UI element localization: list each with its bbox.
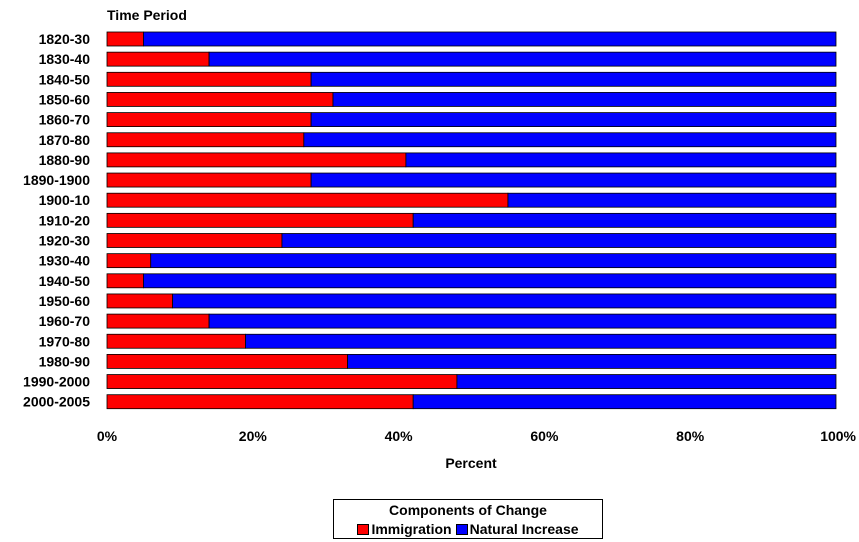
category-label: 1920-30	[39, 233, 91, 249]
bars-group	[106, 31, 837, 410]
category-label: 1900-10	[39, 192, 91, 208]
category-label: 1820-30	[39, 31, 91, 47]
x-tick-label: 0%	[97, 428, 118, 444]
category-label: 1890-1900	[23, 172, 90, 188]
bar-natural-increase-1870-80	[303, 132, 837, 148]
x-tick-label: 40%	[385, 428, 414, 444]
legend-item-immigration: Immigration	[357, 521, 452, 537]
bar-natural-increase-1850-60	[332, 92, 837, 107]
bar-immigration-1910-20	[106, 212, 414, 228]
bar-natural-increase-1970-80	[245, 333, 837, 349]
bar-immigration-1920-30	[106, 233, 283, 248]
x-tick-label: 20%	[239, 428, 268, 444]
bar-natural-increase-1920-30	[281, 233, 837, 248]
x-tick-label: 80%	[676, 428, 705, 444]
legend-swatch-immigration	[357, 523, 370, 535]
category-label: 1840-50	[39, 71, 91, 87]
bar-immigration-1870-80	[106, 132, 305, 148]
bar-natural-increase-1830-40	[208, 51, 837, 67]
bar-natural-increase-1940-50	[143, 273, 837, 289]
x-tick-label: 60%	[530, 428, 559, 444]
bar-natural-increase-1880-90	[405, 152, 837, 168]
bar-natural-increase-1950-60	[172, 293, 837, 309]
category-label: 1880-90	[39, 152, 91, 168]
x-tick-label: 100%	[820, 428, 856, 444]
legend-swatch-natural-increase	[455, 523, 468, 535]
category-label: 1860-70	[39, 112, 91, 128]
bar-immigration-1950-60	[106, 293, 174, 309]
bar-immigration-1900-10	[106, 192, 509, 208]
category-label: 1910-20	[39, 212, 91, 228]
bar-immigration-1850-60	[106, 92, 334, 107]
category-label: 1830-40	[39, 51, 91, 67]
legend: Components of Change Immigration Natural…	[333, 499, 603, 539]
bar-immigration-1980-90	[106, 353, 348, 369]
bar-immigration-1990-2000	[106, 374, 458, 389]
bar-natural-increase-1860-70	[310, 112, 837, 127]
category-label: 1870-80	[39, 132, 91, 148]
bar-natural-increase-1820-30	[143, 31, 837, 47]
category-label: 1960-70	[39, 313, 91, 329]
bar-immigration-2000-2005	[106, 394, 414, 410]
bar-immigration-1960-70	[106, 313, 210, 329]
bar-natural-increase-1910-20	[412, 212, 837, 228]
bar-natural-increase-1900-10	[507, 192, 837, 208]
x-axis-label: Percent	[445, 455, 497, 471]
bar-natural-increase-1840-50	[310, 71, 837, 87]
bar-immigration-1880-90	[106, 152, 407, 168]
category-label: 1940-50	[39, 273, 91, 289]
legend-title: Components of Change	[389, 502, 547, 518]
bar-immigration-1930-40	[106, 253, 152, 269]
legend-item-natural-increase: Natural Increase	[455, 521, 579, 537]
category-label: 2000-2005	[23, 394, 90, 410]
bar-natural-increase-1930-40	[150, 253, 837, 269]
legend-row: Immigration Natural Increase	[334, 521, 602, 537]
category-label: 1990-2000	[23, 374, 90, 390]
bar-immigration-1860-70	[106, 112, 312, 127]
category-label: 1980-90	[39, 353, 91, 369]
bar-immigration-1820-30	[106, 31, 144, 47]
bar-natural-increase-1980-90	[347, 353, 837, 369]
bar-immigration-1840-50	[106, 71, 312, 87]
bar-immigration-1830-40	[106, 51, 210, 67]
bar-immigration-1970-80	[106, 333, 246, 349]
legend-label-immigration: Immigration	[371, 521, 452, 537]
bar-immigration-1890-1900	[106, 172, 312, 188]
chart-title: Time Period	[107, 7, 187, 23]
category-label: 1970-80	[39, 333, 91, 349]
category-label: 1850-60	[39, 91, 91, 107]
bar-natural-increase-1990-2000	[456, 374, 837, 389]
x-tick-labels: 0% 20% 40% 60% 80% 100%	[97, 428, 857, 444]
bar-immigration-1940-50	[106, 273, 144, 289]
legend-label-natural-increase: Natural Increase	[469, 521, 579, 537]
bar-natural-increase-2000-2005	[412, 394, 837, 410]
bar-natural-increase-1890-1900	[310, 172, 837, 188]
category-label: 1930-40	[39, 253, 91, 269]
bar-natural-increase-1960-70	[208, 313, 837, 329]
category-labels: 1820-30 1830-40 1840-50 1850-60 1860-70 1870-…	[23, 31, 90, 410]
category-label: 1950-60	[39, 293, 91, 309]
